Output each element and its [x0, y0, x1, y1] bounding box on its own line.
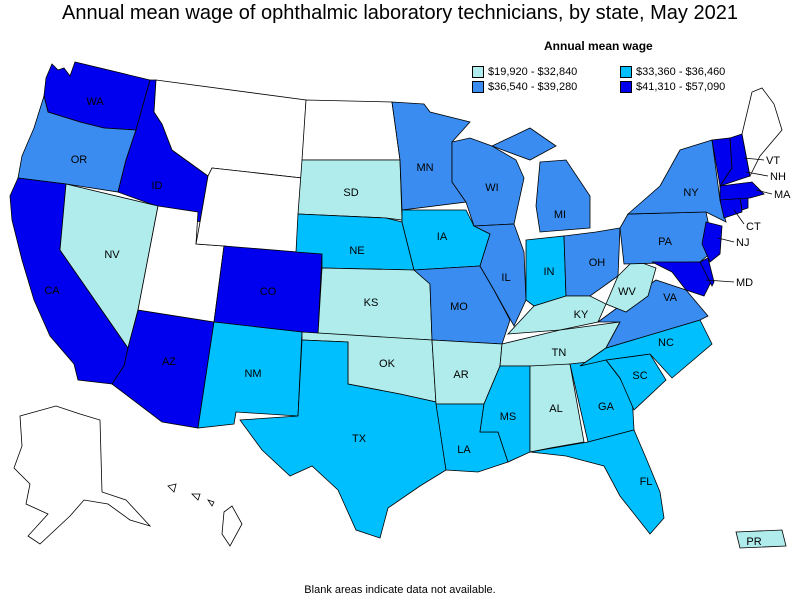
state-label-nj: NJ: [736, 237, 749, 249]
state-NY[interactable]: [626, 139, 727, 223]
legend-label: $36,540 - $39,280: [488, 81, 578, 93]
state-label-id: ID: [152, 180, 163, 192]
map-title: Annual mean wage of ophthalmic laborator…: [62, 2, 738, 24]
state-label-la: LA: [457, 444, 471, 456]
state-PR[interactable]: [735, 529, 787, 549]
state-ND[interactable]: [301, 99, 401, 161]
state-label-pa: PA: [658, 236, 673, 248]
state-label-fl: FL: [640, 476, 653, 488]
legend-item-tier2: $33,360 - $36,460: [620, 66, 725, 78]
legend-swatch: [620, 81, 632, 93]
state-label-va: VA: [663, 292, 678, 304]
state-SD[interactable]: [297, 159, 403, 221]
legend-label: $41,310 - $57,090: [636, 81, 726, 93]
state-label-ny: NY: [683, 187, 699, 199]
state-MI[interactable]: [490, 127, 591, 233]
state-label-wa: WA: [86, 96, 104, 108]
legend-item-tier1: $19,920 - $32,840: [472, 66, 577, 78]
state-label-nv: NV: [104, 249, 120, 261]
state-label-wi: WI: [485, 182, 498, 194]
state-label-ky: KY: [574, 309, 589, 321]
legend-item-tier3: $36,540 - $39,280: [472, 81, 577, 93]
state-NJ[interactable]: [701, 221, 723, 263]
legend-swatch: [472, 66, 484, 78]
state-KY[interactable]: [507, 295, 607, 335]
state-label-co: CO: [260, 286, 277, 298]
state-label-ms: MS: [500, 411, 517, 423]
legend-swatch: [620, 66, 632, 78]
state-AK[interactable]: [13, 405, 152, 545]
state-HI[interactable]: [167, 483, 243, 547]
state-label-nh: NH: [770, 171, 786, 183]
state-label-al: AL: [549, 403, 562, 415]
state-label-pr: PR: [746, 536, 761, 548]
state-label-tn: TN: [552, 347, 567, 359]
state-label-mn: MN: [416, 162, 433, 174]
state-label-mi: MI: [554, 209, 566, 221]
state-NH[interactable]: [719, 133, 751, 187]
state-label-ia: IA: [437, 231, 448, 243]
state-WI[interactable]: [451, 137, 525, 227]
state-label-or: OR: [71, 154, 88, 166]
leader-line-ma: [755, 189, 773, 195]
leader-line-nj: [717, 237, 735, 243]
state-MA[interactable]: [719, 181, 765, 201]
state-label-ar: AR: [453, 369, 468, 381]
state-label-ne: NE: [349, 245, 364, 257]
state-label-sd: SD: [343, 187, 358, 199]
legend-swatch: [472, 81, 484, 93]
state-label-vt: VT: [766, 155, 780, 167]
state-label-nm: NM: [244, 368, 261, 380]
state-label-mo: MO: [450, 301, 468, 313]
state-label-md: MD: [736, 277, 753, 289]
leader-line-md: [705, 279, 735, 283]
state-label-wv: WV: [618, 286, 636, 298]
state-label-ma: MA: [774, 189, 791, 201]
state-label-ks: KS: [364, 297, 379, 309]
state-label-in: IN: [544, 266, 555, 278]
state-label-il: IL: [501, 272, 510, 284]
state-label-nc: NC: [658, 337, 674, 349]
leader-line-nh: [745, 171, 769, 177]
state-label-ok: OK: [379, 358, 396, 370]
state-label-ca: CA: [44, 285, 60, 297]
leader-line-vt: [743, 157, 765, 161]
state-WY[interactable]: [195, 167, 303, 255]
state-label-ga: GA: [598, 401, 615, 413]
state-IL[interactable]: [472, 223, 527, 327]
legend-label: $19,920 - $32,840: [488, 66, 578, 78]
state-label-tx: TX: [352, 433, 367, 445]
legend-label: $33,360 - $36,460: [636, 66, 726, 78]
state-label-az: AZ: [162, 356, 176, 368]
state-FL[interactable]: [529, 429, 665, 535]
footnote: Blank areas indicate data not available.: [304, 584, 496, 596]
state-DE[interactable]: [699, 257, 715, 287]
legend-title: Annual mean wage: [544, 39, 653, 53]
state-label-oh: OH: [589, 257, 606, 269]
state-label-sc: SC: [632, 370, 647, 382]
state-AL[interactable]: [529, 363, 585, 453]
legend-item-tier4: $41,310 - $57,090: [620, 81, 725, 93]
leader-line-ct: [733, 209, 745, 225]
state-label-ct: CT: [746, 221, 761, 233]
state-TX[interactable]: [239, 339, 447, 539]
